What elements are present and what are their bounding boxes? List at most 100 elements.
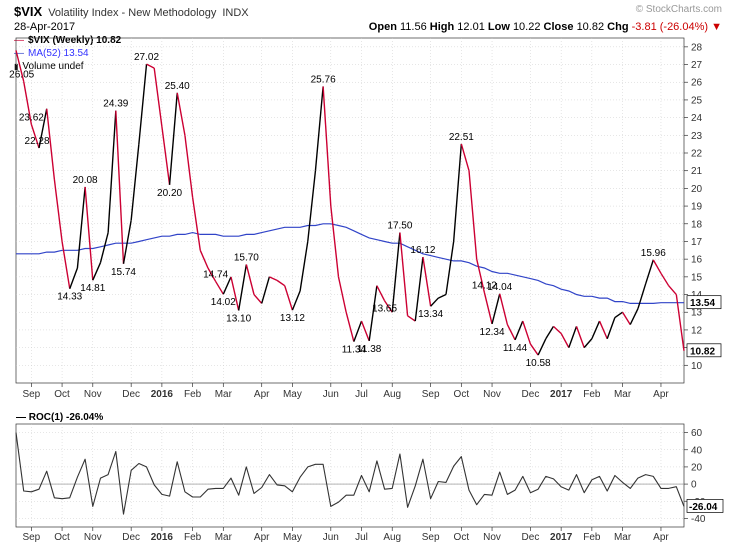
chart-date: 28-Apr-2017 bbox=[14, 21, 75, 33]
svg-text:19: 19 bbox=[691, 202, 703, 213]
svg-text:25.40: 25.40 bbox=[165, 81, 190, 92]
svg-text:15.74: 15.74 bbox=[111, 267, 136, 278]
ticker-symbol: $VIX bbox=[14, 4, 42, 19]
svg-text:21: 21 bbox=[691, 166, 703, 177]
svg-text:Mar: Mar bbox=[215, 389, 233, 400]
svg-text:17.50: 17.50 bbox=[387, 221, 412, 232]
svg-text:15.96: 15.96 bbox=[641, 248, 666, 259]
svg-text:10: 10 bbox=[691, 361, 703, 372]
svg-text:10.82: 10.82 bbox=[690, 346, 715, 357]
svg-text:15: 15 bbox=[691, 272, 703, 283]
svg-text:23: 23 bbox=[691, 131, 703, 142]
svg-text:Dec: Dec bbox=[122, 389, 140, 400]
svg-text:26: 26 bbox=[691, 78, 703, 89]
svg-text:14.33: 14.33 bbox=[57, 292, 82, 303]
svg-text:2017: 2017 bbox=[550, 389, 573, 400]
svg-text:2016: 2016 bbox=[151, 389, 174, 400]
exchange-label: INDX bbox=[222, 7, 248, 19]
svg-text:20.08: 20.08 bbox=[73, 175, 98, 186]
svg-text:Dec: Dec bbox=[122, 532, 140, 543]
svg-text:13.12: 13.12 bbox=[280, 313, 305, 324]
svg-text:27.02: 27.02 bbox=[134, 52, 159, 63]
svg-text:Feb: Feb bbox=[583, 389, 601, 400]
svg-text:Nov: Nov bbox=[84, 532, 102, 543]
svg-text:20.20: 20.20 bbox=[157, 188, 182, 199]
svg-text:0: 0 bbox=[691, 480, 697, 491]
svg-text:Feb: Feb bbox=[184, 389, 202, 400]
svg-text:Sep: Sep bbox=[22, 389, 40, 400]
svg-text:Aug: Aug bbox=[383, 389, 401, 400]
main-price-chart: 10111213141516171819202122232425262728Se… bbox=[14, 36, 722, 400]
svg-text:14.74: 14.74 bbox=[203, 269, 228, 280]
svg-text:Dec: Dec bbox=[522, 389, 540, 400]
svg-text:2017: 2017 bbox=[550, 532, 573, 543]
svg-text:Apr: Apr bbox=[254, 389, 270, 400]
svg-text:Mar: Mar bbox=[614, 389, 632, 400]
svg-text:Nov: Nov bbox=[483, 532, 501, 543]
svg-text:60: 60 bbox=[691, 428, 703, 439]
svg-text:12.34: 12.34 bbox=[480, 327, 505, 338]
svg-text:20: 20 bbox=[691, 462, 703, 473]
svg-text:May: May bbox=[283, 389, 302, 400]
svg-text:14.81: 14.81 bbox=[80, 283, 105, 294]
svg-text:Nov: Nov bbox=[483, 389, 501, 400]
roc-legend: — ROC(1) -26.04% bbox=[16, 412, 103, 423]
roc-indicator-chart: — ROC(1) -26.04% -40-200204060SepOctNovD… bbox=[14, 410, 722, 538]
svg-text:Jun: Jun bbox=[323, 532, 339, 543]
svg-text:23.62: 23.62 bbox=[19, 112, 44, 123]
svg-text:14.04: 14.04 bbox=[487, 282, 512, 293]
svg-text:Apr: Apr bbox=[653, 389, 669, 400]
svg-text:11.44: 11.44 bbox=[503, 343, 528, 354]
svg-text:22.28: 22.28 bbox=[25, 136, 50, 147]
svg-text:Mar: Mar bbox=[215, 532, 233, 543]
svg-text:40: 40 bbox=[691, 445, 703, 456]
source-attribution: © StockCharts.com bbox=[636, 4, 722, 15]
svg-text:Oct: Oct bbox=[454, 532, 470, 543]
svg-text:Apr: Apr bbox=[653, 532, 669, 543]
svg-text:24.39: 24.39 bbox=[103, 99, 128, 110]
svg-text:12: 12 bbox=[691, 325, 703, 336]
svg-text:Sep: Sep bbox=[422, 389, 440, 400]
svg-text:Jun: Jun bbox=[323, 389, 339, 400]
svg-text:27: 27 bbox=[691, 60, 703, 71]
svg-text:-26.04: -26.04 bbox=[689, 502, 718, 513]
svg-text:22.51: 22.51 bbox=[449, 132, 474, 143]
svg-text:22: 22 bbox=[691, 149, 703, 160]
svg-text:Oct: Oct bbox=[454, 389, 470, 400]
svg-text:26.05: 26.05 bbox=[9, 69, 34, 80]
svg-text:Oct: Oct bbox=[54, 389, 70, 400]
svg-text:16.12: 16.12 bbox=[410, 245, 435, 256]
svg-text:18: 18 bbox=[691, 219, 703, 230]
svg-text:17: 17 bbox=[691, 237, 703, 248]
svg-text:25: 25 bbox=[691, 95, 703, 106]
svg-text:Jul: Jul bbox=[355, 389, 368, 400]
svg-text:Feb: Feb bbox=[583, 532, 601, 543]
svg-text:25.76: 25.76 bbox=[311, 74, 336, 85]
svg-text:Feb: Feb bbox=[184, 532, 202, 543]
svg-text:16: 16 bbox=[691, 255, 703, 266]
svg-text:Mar: Mar bbox=[614, 532, 632, 543]
svg-text:24: 24 bbox=[691, 113, 703, 124]
svg-text:Jul: Jul bbox=[355, 532, 368, 543]
svg-text:13.54: 13.54 bbox=[690, 298, 715, 309]
svg-text:Dec: Dec bbox=[522, 532, 540, 543]
svg-text:10.58: 10.58 bbox=[526, 358, 551, 369]
svg-text:Sep: Sep bbox=[22, 532, 40, 543]
svg-text:-40: -40 bbox=[691, 514, 706, 525]
svg-text:11.38: 11.38 bbox=[357, 344, 382, 355]
svg-text:Aug: Aug bbox=[383, 532, 401, 543]
svg-text:13.65: 13.65 bbox=[372, 304, 397, 315]
svg-text:Nov: Nov bbox=[84, 389, 102, 400]
svg-text:13.34: 13.34 bbox=[418, 309, 443, 320]
svg-text:28: 28 bbox=[691, 42, 703, 53]
svg-text:2016: 2016 bbox=[151, 532, 174, 543]
svg-text:14.02: 14.02 bbox=[211, 297, 236, 308]
svg-text:Sep: Sep bbox=[422, 532, 440, 543]
svg-text:Apr: Apr bbox=[254, 532, 270, 543]
svg-text:Oct: Oct bbox=[54, 532, 70, 543]
svg-text:15.70: 15.70 bbox=[234, 252, 259, 263]
ohlc-summary: Open 11.56 High 12.01 Low 10.22 Close 10… bbox=[369, 21, 722, 33]
svg-text:13: 13 bbox=[691, 308, 703, 319]
svg-text:20: 20 bbox=[691, 184, 703, 195]
chart-title: Volatility Index - New Methodology bbox=[48, 7, 216, 19]
